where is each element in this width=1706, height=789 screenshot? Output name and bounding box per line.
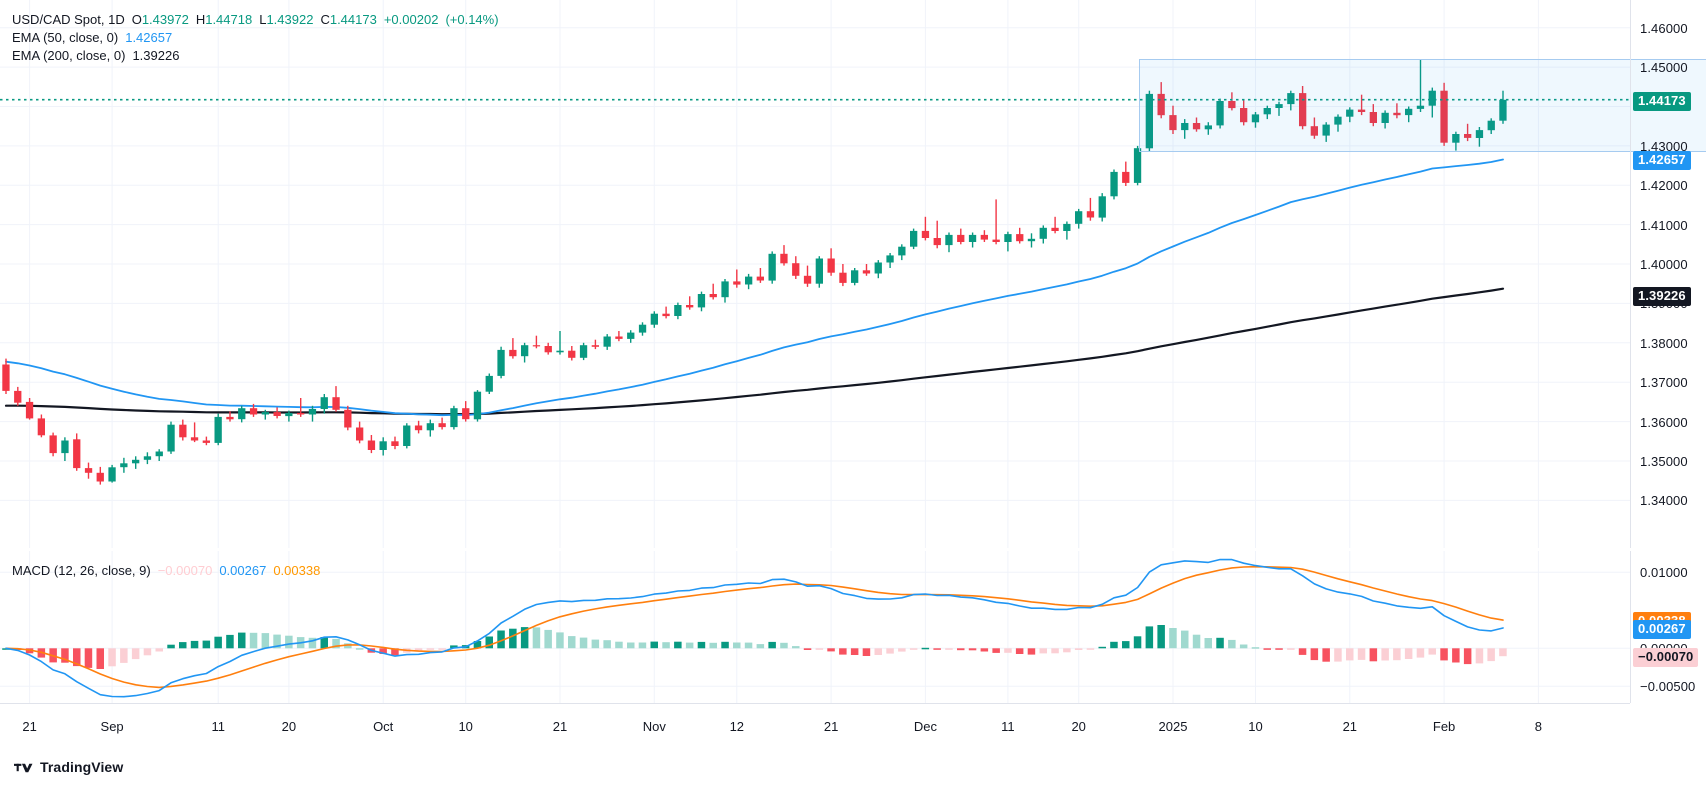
time-tick: 21 <box>1342 719 1358 734</box>
price-pane[interactable] <box>0 0 1630 548</box>
close-label: C <box>320 12 330 27</box>
low-value: 1.43922 <box>266 12 314 27</box>
low-label: L <box>259 12 267 27</box>
price-plot <box>0 0 1630 548</box>
price-tick: 1.42000 <box>1640 178 1688 194</box>
time-tick: Oct <box>373 719 394 734</box>
price-tick: 1.46000 <box>1640 20 1688 36</box>
ema50-legend-row[interactable]: EMA (50, close, 0) 1.42657 <box>12 29 499 47</box>
symbol-ohlc-row: USD/CAD Spot, 1D O1.43972 H1.44718 L1.43922… <box>12 11 499 29</box>
macd-scale[interactable]: 0.010000.00000−0.00500 0.003380.00267−0.… <box>1630 551 1706 703</box>
tradingview-wordmark: TradingView <box>40 759 124 775</box>
time-tick: Sep <box>100 719 124 734</box>
price-tick: 1.36000 <box>1640 414 1688 430</box>
change-value: +0.00202 <box>383 12 439 27</box>
tradingview-mark-icon <box>14 763 33 772</box>
ema200-value: 1.39226 <box>132 48 180 63</box>
macd-histogram-value: −0.00070 <box>157 563 213 578</box>
macd-line-value: 0.00267 <box>219 563 267 578</box>
time-scale[interactable]: 21 Sep 11 20 Oct 10 21 Nov 12 21 Dec 11 20 2025 10 21 Fe… <box>0 703 1630 745</box>
price-tick: 1.40000 <box>1640 257 1688 273</box>
time-tick: 21 <box>22 719 37 734</box>
price-tick: 1.34000 <box>1640 493 1688 509</box>
time-tick: 11 <box>211 719 225 734</box>
ema50-value: 1.42657 <box>125 30 173 45</box>
high-label: H <box>195 12 206 27</box>
time-tick: Feb <box>1432 719 1456 734</box>
time-tick: 10 <box>458 719 473 734</box>
macd-label[interactable]: MACD (12, 26, close, 9) <box>12 563 151 578</box>
price-legend[interactable]: USD/CAD Spot, 1D O1.43972 H1.44718 L1.43922… <box>12 11 499 65</box>
time-tick: 21 <box>552 719 568 734</box>
macd-plot <box>0 551 1630 703</box>
macd-histogram <box>2 625 1507 669</box>
time-axis-divider <box>0 703 1630 704</box>
macd-badge-histogram[interactable]: −0.00070 <box>1633 648 1699 668</box>
price-axis-divider <box>1630 0 1631 548</box>
change-percent: (+0.14%) <box>445 12 499 27</box>
macd-tick: 0.01000 <box>1640 565 1688 581</box>
time-tick: 20 <box>281 719 297 734</box>
ema200-legend-row[interactable]: EMA (200, close, 0) 1.39226 <box>12 47 499 65</box>
time-tick: 21 <box>823 719 839 734</box>
price-badge-last-price[interactable]: 1.44173 <box>1633 91 1691 111</box>
macd-signal-value: 0.00338 <box>273 563 321 578</box>
macd-badge-macd[interactable]: 0.00267 <box>1633 619 1691 639</box>
high-value: 1.44718 <box>205 12 253 27</box>
macd-axis-divider <box>1630 551 1631 703</box>
time-tick: 11 <box>1001 719 1015 734</box>
macd-legend[interactable]: MACD (12, 26, close, 9) −0.00070 0.00267 0.… <box>12 562 320 580</box>
ema200-label: EMA (200, close, 0) <box>12 48 126 63</box>
macd-tick: −0.00500 <box>1640 679 1696 695</box>
price-badge-ema50[interactable]: 1.42657 <box>1633 151 1691 171</box>
time-tick: Dec <box>913 719 937 734</box>
time-tick: Nov <box>642 719 666 734</box>
price-scale[interactable]: 1.460001.450001.440001.430001.420001.410… <box>1630 0 1706 548</box>
time-tick: 2025 <box>1158 719 1188 734</box>
open-value: 1.43972 <box>141 12 189 27</box>
price-tick: 1.41000 <box>1640 217 1688 233</box>
time-tick: 12 <box>729 719 745 734</box>
candlestick-series <box>2 59 1507 485</box>
macd-pane[interactable] <box>0 551 1630 703</box>
ema50-label: EMA (50, close, 0) <box>12 30 119 45</box>
price-tick: 1.43000 <box>1640 138 1688 154</box>
close-value: 1.44173 <box>329 12 377 27</box>
time-tick: 8 <box>1534 719 1543 734</box>
time-tick: 20 <box>1071 719 1086 734</box>
time-tick: 10 <box>1248 719 1263 734</box>
price-badge-ema200[interactable]: 1.39226 <box>1633 286 1691 306</box>
highlight-rectangle-drawing[interactable] <box>1138 59 1706 152</box>
price-tick: 1.38000 <box>1640 335 1688 351</box>
macd-legend-row: MACD (12, 26, close, 9) −0.00070 0.00267 0.… <box>12 562 320 580</box>
open-label: O <box>131 12 142 27</box>
symbol-title[interactable]: USD/CAD Spot, 1D <box>12 12 125 27</box>
tradingview-logo[interactable]: TradingView <box>14 760 123 774</box>
price-tick: 1.35000 <box>1640 453 1688 469</box>
price-tick: 1.37000 <box>1640 375 1688 391</box>
price-tick: 1.45000 <box>1640 60 1688 76</box>
